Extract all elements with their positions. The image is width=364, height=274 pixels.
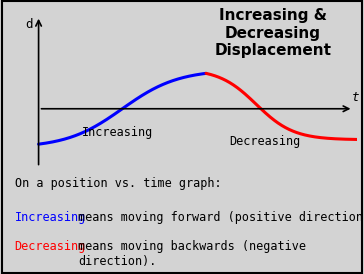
Text: Increasing &
Decreasing
Displacement: Increasing & Decreasing Displacement	[214, 8, 332, 58]
Text: Increasing: Increasing	[82, 126, 153, 139]
Text: d: d	[25, 18, 33, 31]
Text: Decreasing: Decreasing	[15, 240, 86, 253]
Text: On a position vs. time graph:: On a position vs. time graph:	[15, 177, 221, 190]
Text: Increasing: Increasing	[15, 211, 86, 224]
Text: Decreasing: Decreasing	[229, 135, 301, 149]
Text: t: t	[352, 91, 359, 104]
Text: means moving backwards (negative
direction).: means moving backwards (negative directi…	[78, 240, 306, 268]
Text: means moving forward (positive direction).: means moving forward (positive direction…	[78, 211, 364, 224]
